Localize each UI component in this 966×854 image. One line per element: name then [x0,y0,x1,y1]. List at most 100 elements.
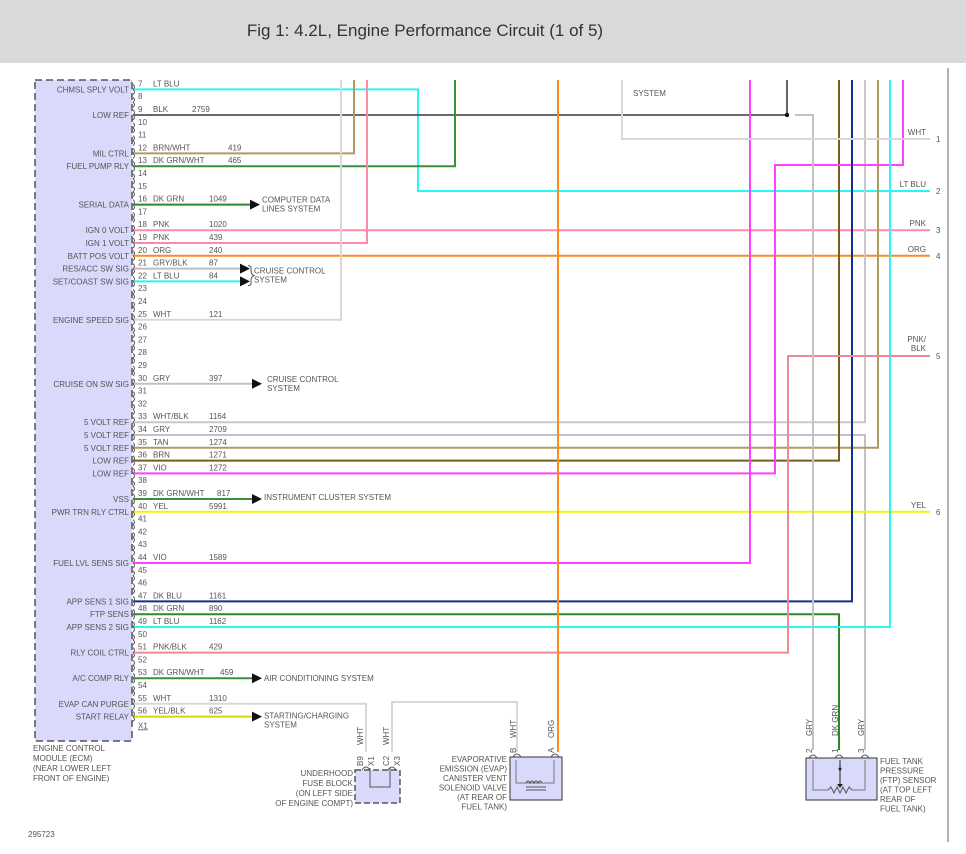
pin-terminal [132,442,135,454]
wire-color-label: DK GRN/WHT [153,489,205,498]
pin-number: 39 [138,489,147,498]
pin-function-label: MIL CTRL [93,149,130,158]
pin-terminal [132,660,135,671]
figure-header: Fig 1: 4.2L, Engine Performance Circuit … [0,0,966,63]
circuit-number: 2709 [209,425,227,434]
ftp-sensor-label: FUEL TANK [880,757,924,766]
pin-function-label: EVAP CAN PURGE [59,700,129,709]
pin-terminal [132,301,135,313]
wire-pin-55 [134,702,367,752]
pin-terminal [132,250,135,262]
circuit-number: 5991 [209,502,227,511]
pin-wire-color: ORG [547,720,556,738]
figure-id: 295723 [28,830,55,839]
ftp-sensor-label: REAR OF [880,795,916,804]
wire-pin-35 [134,80,879,449]
pin-terminal [132,429,135,441]
wire-pin-25 [134,80,342,321]
wire-wht-lights [621,80,930,140]
pin-terminal [132,711,135,722]
pin-number: 54 [138,681,147,690]
cavity-label: B9 [356,756,365,766]
pin-terminal [132,186,135,198]
pin-number: 9 [138,105,143,114]
pin-number: 44 [138,553,147,562]
junction-dot [838,767,842,771]
wire-color-label: YEL [153,502,169,511]
right-connector-pin: 6 [936,508,941,517]
ftp-sensor-label: (AT TOP LEFT [880,786,932,795]
pin-number: 52 [138,655,147,664]
fuse-block-label: OF ENGINE COMPT) [275,799,353,808]
ecm-module-box [34,79,133,742]
arrow-icon [252,711,262,722]
pin-number: 18 [138,220,147,229]
pin-terminal [132,148,135,159]
evap-valve-label: (AT REAR OF [457,793,507,802]
pin-number: 23 [138,284,147,293]
pin-label: A [547,747,556,753]
pin-function-label: VSS [113,495,129,504]
destination-label: COMPUTER DATA [262,196,331,205]
pin-function-label: BATT POS VOLT [68,252,129,261]
wire-color-label: LT BLU [153,271,180,280]
pin-function-label: RLY COIL CTRL [70,649,129,658]
wire-color-label: ORG [153,246,171,255]
fuse-block-label: FUSE BLOCK [302,779,353,788]
pin-terminal [132,519,135,530]
right-wire-color-label: WHT [908,128,926,137]
circuit-number: 890 [209,604,223,613]
circuit-number: 1049 [209,195,227,204]
wire-pin-44 [134,80,751,564]
right-wire-color-label: BLK [911,344,927,353]
pin-wire-color: WHT [509,720,518,738]
fuse-block-box [354,769,401,804]
pin-function-label: RES/ACC SW SIG [62,265,129,274]
pin-number: 14 [138,169,147,178]
pin-function-label: A/C COMP RLY [72,674,129,683]
pin-terminal [132,352,135,364]
pin-terminal [132,327,135,338]
solenoid-coil-icon [525,780,543,785]
destination-label: CRUISE CONTROL [267,375,339,384]
terminal [361,766,371,771]
wire-pin-13 [134,80,456,168]
pin-terminal [132,596,135,607]
ftp-sensor-label: PRESSURE [880,767,924,776]
wire-pin-36 [134,80,840,462]
wire-color-label: VIO [153,463,167,472]
pin-function-label: APP SENS 2 SIG [66,623,129,632]
pin-terminal [132,160,135,172]
pin-terminal [132,404,135,415]
circuit-number: 240 [209,246,223,255]
wire-pin-51 [134,355,930,654]
wire-pin-7 [134,88,930,192]
pin-function-label: APP SENS 1 SIG [66,597,129,606]
circuit-number: 465 [228,156,242,165]
wiper-arrow [837,784,843,788]
pin-number: 45 [138,566,147,575]
pin-number: 37 [138,463,147,472]
pin-function-label: CRUISE ON SW SIG [53,380,129,389]
ecm-label: ENGINE CONTROL [33,744,106,753]
pin-number: 27 [138,335,147,344]
pin-number: 15 [138,182,147,191]
pin-terminal [132,109,135,121]
right-connector-pin: 4 [936,252,941,261]
circuit-number: 1271 [209,451,227,460]
brace [247,265,256,287]
wire-color-label: DK GRN/WHT [153,156,205,165]
wire-gry-ftp-2 [795,114,814,750]
wire-color-label: DK BLU [153,591,182,600]
pin-number: 31 [138,387,147,396]
wire-pin-19 [134,80,368,244]
pin-number: 24 [138,297,147,306]
figure-title: Fig 1: 4.2L, Engine Performance Circuit … [246,21,604,40]
right-wire-color-label: PNK [910,219,927,228]
pin-terminal [132,314,135,326]
wire-color-label: DK GRN [153,604,184,613]
pin-function-label: SET/COAST SW SIG [53,277,129,286]
pin-number: 16 [138,195,147,204]
circuit-number: 2759 [192,105,210,114]
